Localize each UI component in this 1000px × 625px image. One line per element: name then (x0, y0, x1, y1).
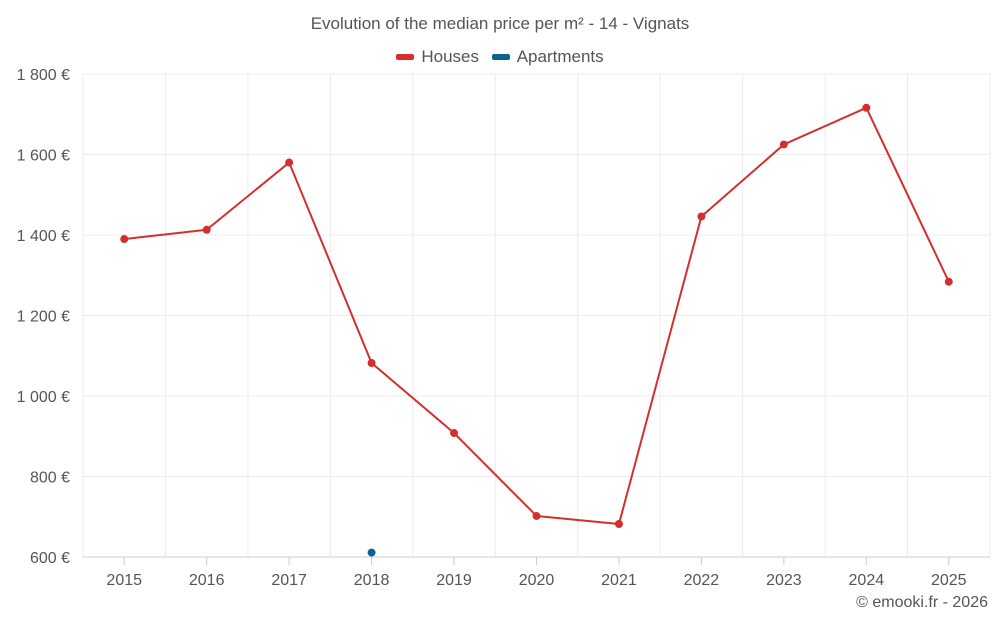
data-point-houses (779, 140, 788, 149)
data-point-houses (944, 277, 953, 286)
x-tick-label: 2020 (519, 572, 555, 589)
legend-item-houses[interactable]: Houses (396, 47, 479, 67)
x-tick-label: 2016 (189, 572, 225, 589)
x-tick-label: 2018 (354, 572, 390, 589)
chart-title: Evolution of the median price per m² - 1… (310, 14, 690, 33)
data-point-houses (697, 212, 706, 221)
legend: Houses Apartments (0, 45, 1000, 67)
legend-label-apartments: Apartments (516, 47, 604, 66)
data-point-houses (450, 429, 459, 438)
y-tick-label: 1 400 € (17, 228, 70, 245)
data-point-houses (285, 158, 294, 167)
x-tick-label: 2022 (684, 572, 720, 589)
data-point-houses (367, 358, 376, 367)
data-point-houses (532, 511, 541, 520)
x-tick-label: 2023 (766, 572, 802, 589)
x-tick-label: 2021 (601, 572, 637, 589)
y-tick-label: 1 600 € (17, 148, 70, 165)
x-tick-label: 2019 (436, 572, 472, 589)
x-tick-label: 2017 (271, 572, 307, 589)
data-point-houses (202, 225, 211, 234)
legend-swatch-houses (396, 54, 415, 60)
x-tick-label: 2024 (849, 572, 885, 589)
data-point-houses (862, 103, 871, 112)
data-point-apartments (367, 548, 376, 557)
legend-label-houses: Houses (421, 47, 479, 66)
y-tick-label: 600 € (30, 550, 70, 567)
y-tick-label: 1 000 € (17, 389, 70, 406)
credit-text: © emooki.fr - 2026 (856, 594, 988, 611)
legend-swatch-apartments (491, 54, 510, 60)
data-point-houses (614, 519, 623, 528)
x-tick-label: 2015 (106, 572, 142, 589)
data-point-houses (120, 235, 129, 244)
y-tick-label: 800 € (30, 470, 70, 487)
x-tick-label: 2025 (931, 572, 967, 589)
y-tick-label: 1 800 € (17, 67, 70, 84)
legend-item-apartments[interactable]: Apartments (491, 47, 604, 67)
y-tick-label: 1 200 € (17, 309, 70, 326)
